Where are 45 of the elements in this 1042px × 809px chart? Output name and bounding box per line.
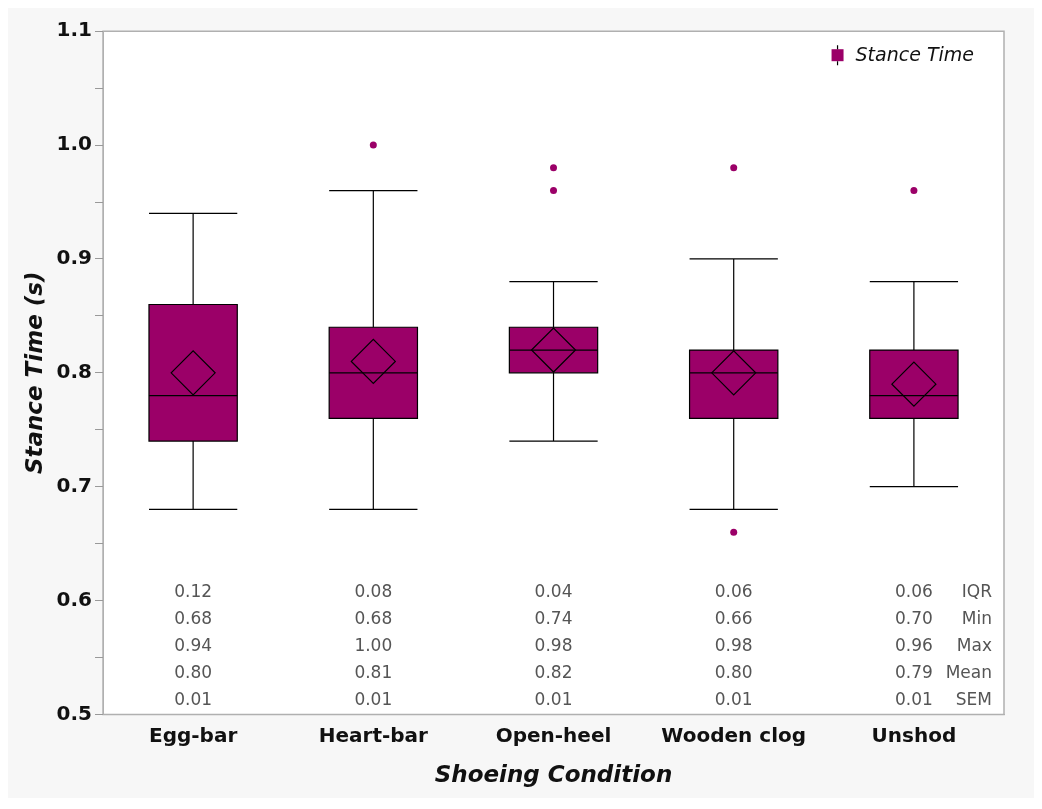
y-tick-label: 0.7	[56, 472, 93, 497]
annotation: 0.94	[174, 634, 213, 655]
annotation: 0.98	[534, 634, 573, 655]
annotation: 0.79	[894, 661, 933, 682]
annotation: 0.70	[894, 607, 933, 628]
annotation: 0.01	[534, 688, 573, 709]
y-tick-label: 0.9	[56, 245, 93, 270]
annotation: 0.80	[714, 661, 753, 682]
x-axis-title: Shoeing Condition	[434, 761, 673, 788]
annotation: 0.80	[174, 661, 213, 682]
x-tick-label: Unshod	[871, 722, 957, 747]
annotation: 1.00	[354, 634, 393, 655]
annotation: 0.68	[354, 607, 393, 628]
annotation: IQR	[961, 580, 993, 601]
annotation: 0.96	[894, 634, 933, 655]
x-tick-label: Heart-bar	[318, 722, 429, 747]
annotation: 0.01	[894, 688, 933, 709]
y-axis-title: Stance Time (s)	[20, 271, 47, 475]
annotation: Max	[956, 634, 992, 655]
annotation: 0.82	[534, 661, 573, 682]
y-tick-label: 1.0	[56, 131, 93, 156]
annotation: 0.06	[894, 580, 933, 601]
annotation: 0.12	[174, 580, 213, 601]
y-tick-label: 1.1	[56, 17, 93, 42]
annotation: 0.01	[354, 688, 393, 709]
annotation: 0.06	[714, 580, 753, 601]
annotation: 0.01	[174, 688, 213, 709]
annotation: 0.81	[354, 661, 393, 682]
annotation: 0.66	[714, 607, 753, 628]
x-tick-label: Wooden clog	[661, 722, 807, 747]
annotation: Min	[961, 607, 992, 628]
annotation: 0.74	[534, 607, 573, 628]
x-tick-label: Open-heel	[495, 722, 612, 747]
annotation: 0.01	[714, 688, 753, 709]
y-tick-label: 0.8	[56, 359, 93, 383]
annotation: 0.98	[714, 634, 753, 655]
annotation: Mean	[945, 661, 992, 682]
annotation: SEM	[955, 688, 992, 709]
annotation: 0.08	[354, 580, 393, 601]
annotation: 0.04	[534, 580, 573, 601]
legend-label: Stance Time	[855, 43, 974, 66]
y-tick-label: 0.5	[56, 700, 93, 725]
annotation: 0.68	[174, 607, 213, 628]
y-tick-label: 0.6	[56, 586, 93, 611]
x-tick-label: Egg-bar	[148, 722, 238, 747]
